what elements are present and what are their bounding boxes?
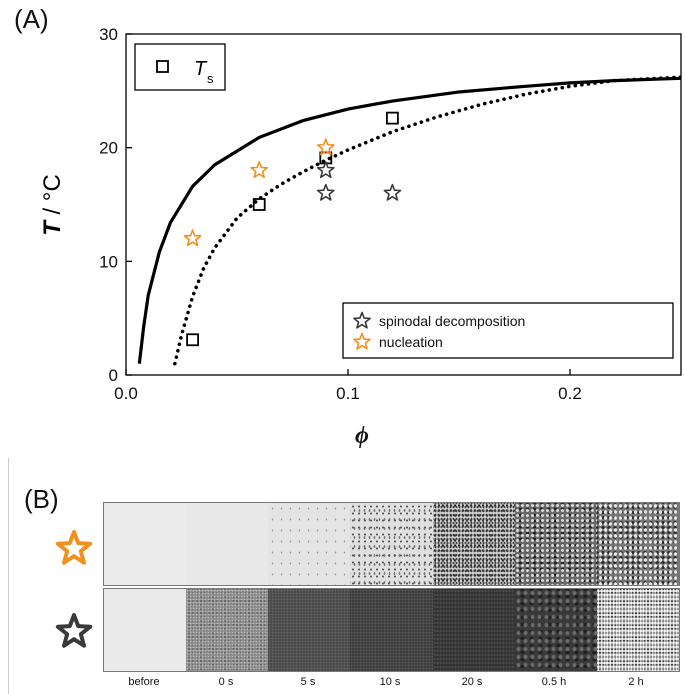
legend-ts-label: T <box>194 58 208 80</box>
micrograph-nucleation-before <box>104 503 187 585</box>
time-label-10s: 10 s <box>379 676 401 688</box>
panel-a-label: (A) <box>14 4 49 34</box>
micrograph-nucleation-0-5h <box>514 503 597 585</box>
micrograph-nucleation-5s <box>268 503 351 585</box>
solid-curve <box>137 76 681 364</box>
nucleation-star-marker <box>316 138 335 156</box>
x-axis-label: ϕ <box>355 423 369 449</box>
time-label-0-5h: 0.5 h <box>541 676 567 688</box>
y-tick-label: 20 <box>99 139 118 158</box>
nucleation-star-icon <box>55 530 93 565</box>
nucleation-star-marker <box>250 161 269 179</box>
legend-nucleation-star-icon <box>353 332 371 350</box>
micrograph-nucleation-0s <box>186 503 269 585</box>
micrograph-spinodal-0s <box>186 589 269 671</box>
ts-square-marker <box>186 333 200 347</box>
y-tick-label: 10 <box>99 252 118 271</box>
phase-diagram-chart: 0.0 0.1 0.2 0 10 20 30 T s spinodal decomposit… <box>39 25 682 449</box>
micrograph-spinodal-10s <box>350 589 433 671</box>
micrograph-spinodal-2h <box>596 589 679 671</box>
legend-nucleation-label: nucleation <box>379 334 443 350</box>
micrograph-spinodal-0-5h <box>514 589 597 671</box>
micrograph-spinodal-20s <box>432 589 515 671</box>
x-tick-label: 0.0 <box>114 384 138 403</box>
spinodal-star-marker <box>316 161 335 179</box>
y-tick-label: 0 <box>109 366 118 385</box>
nucleation-micrograph-strip <box>103 502 680 586</box>
time-label-20s: 20 s <box>461 676 483 688</box>
x-tick-label: 0.2 <box>558 384 582 403</box>
spinodal-star-icon <box>55 613 93 648</box>
micrograph-nucleation-10s <box>350 503 433 585</box>
panel-b-label: (B) <box>24 484 59 514</box>
legend-ts-subscript: s <box>207 71 214 86</box>
micrograph-spinodal-5s <box>268 589 351 671</box>
time-label-0s: 0 s <box>218 676 234 688</box>
x-tick-label: 0.1 <box>336 384 360 403</box>
divider-line <box>8 458 9 694</box>
ts-square-marker <box>252 198 266 211</box>
spinodal-star-marker <box>383 183 402 201</box>
micrograph-spinodal-before <box>104 589 187 671</box>
plot-frame <box>125 33 682 376</box>
legend-spinodal-star-icon <box>353 311 371 329</box>
ts-square-marker <box>385 111 399 125</box>
spinodal-star-marker <box>316 183 335 201</box>
y-axis-label: T / °C <box>39 174 66 236</box>
y-tick-label: 30 <box>99 25 118 44</box>
legend-ts-square-icon <box>156 60 169 73</box>
y-axis-label-unit: / °C <box>39 174 66 221</box>
spinodal-micrograph-strip <box>103 588 680 672</box>
legend-markers: spinodal decomposition nucleation <box>342 302 674 359</box>
time-label-before: before <box>128 676 160 688</box>
micrograph-nucleation-20s <box>432 503 515 585</box>
legend-ts-box <box>134 43 226 91</box>
nucleation-star-marker <box>183 229 202 247</box>
time-label-2h: 2 h <box>628 676 644 688</box>
legend-spinodal-label: spinodal decomposition <box>379 313 525 329</box>
legend-markers-box <box>342 302 674 359</box>
time-label-5s: 5 s <box>300 676 316 688</box>
legend-ts: T s <box>134 43 226 91</box>
y-axis-label-symbol: T <box>39 219 66 236</box>
micrograph-nucleation-2h <box>596 503 679 585</box>
